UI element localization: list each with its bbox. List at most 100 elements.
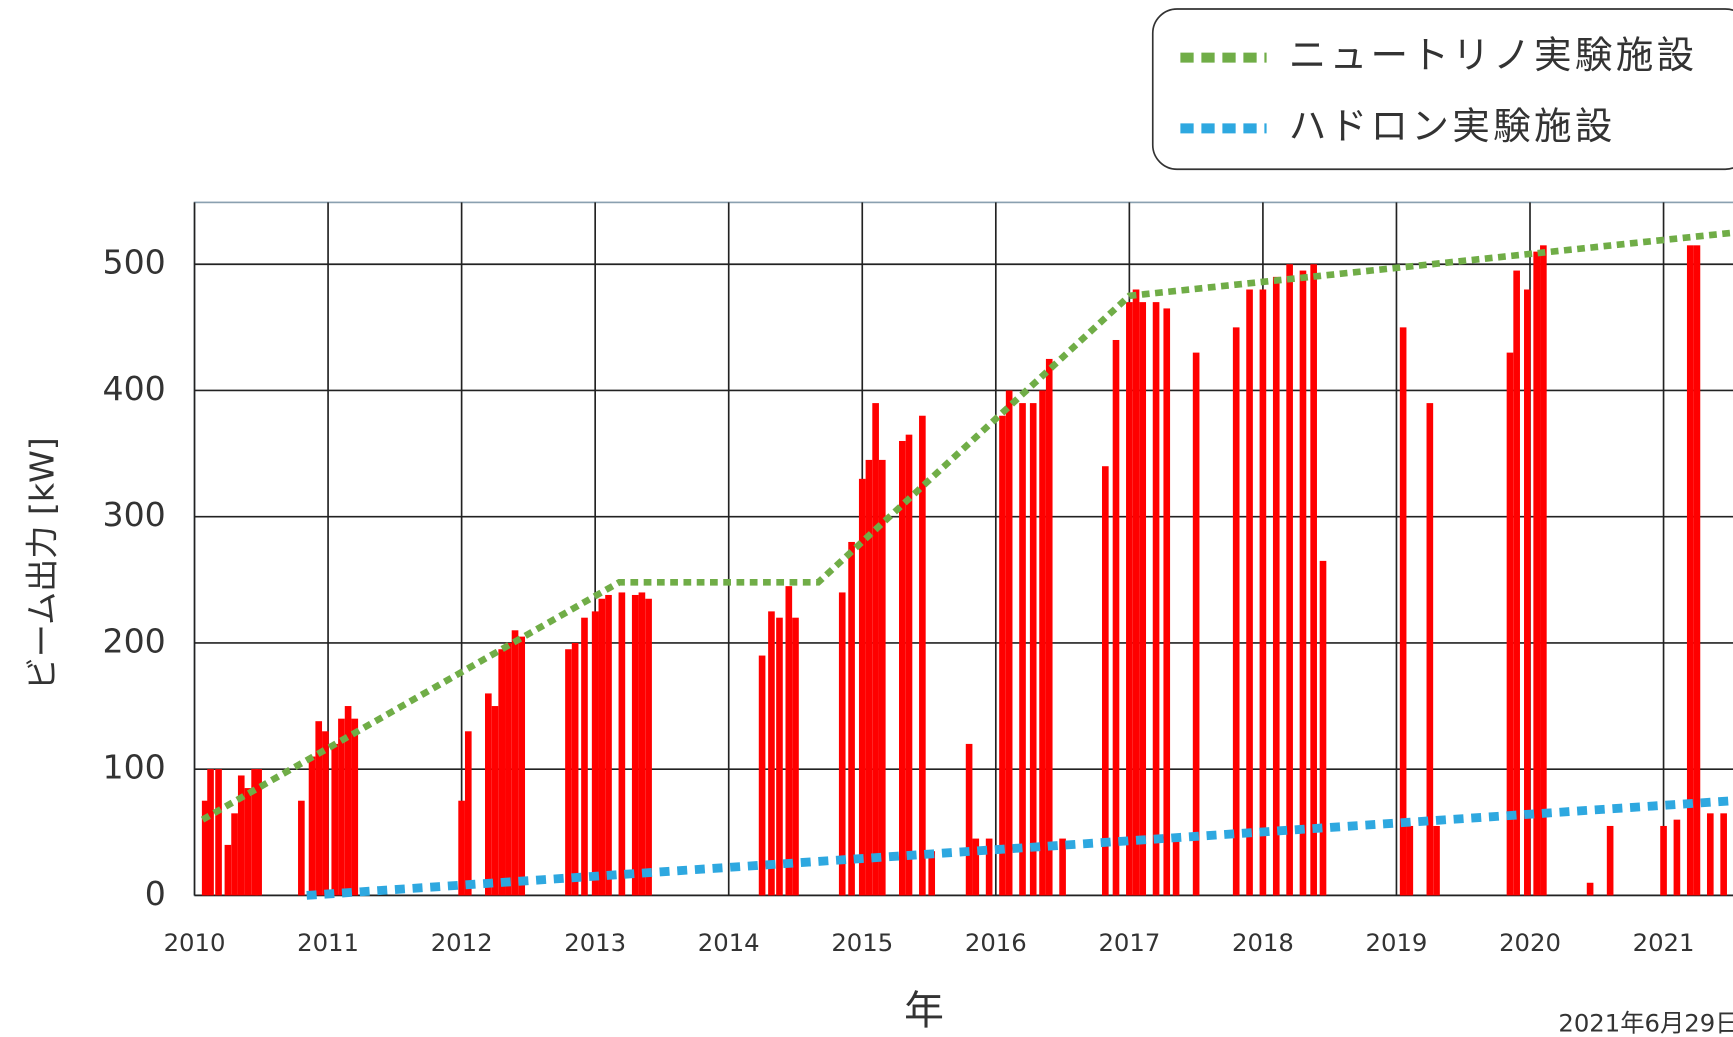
- beam-bar: [838, 592, 846, 896]
- beam-bar: [498, 649, 505, 896]
- beam-bar: [231, 813, 238, 896]
- beam-bar: [215, 769, 222, 896]
- beam-bar: [491, 706, 499, 896]
- beam-bar: [315, 721, 323, 896]
- beam-bar: [298, 800, 305, 896]
- beam-bar: [999, 415, 1006, 896]
- beam-bar: [792, 617, 799, 896]
- beam-bar: [464, 731, 472, 896]
- beam-bar: [255, 769, 262, 896]
- x-tick-label: 2014: [698, 928, 760, 957]
- beam-bar: [322, 731, 329, 896]
- x-tick-label: 2010: [164, 928, 226, 957]
- beam-bar: [338, 718, 345, 896]
- note: 2021年6月29日: [1558, 1009, 1733, 1037]
- legend-label: ニュートリノ実験施設: [1289, 33, 1698, 77]
- beam-bar: [785, 586, 793, 896]
- x-tick-label: 2011: [297, 928, 359, 957]
- beam-bar: [1152, 302, 1160, 896]
- beam-bar: [565, 649, 572, 896]
- beam-bar: [224, 844, 232, 896]
- beam-bar: [758, 655, 766, 896]
- beam-bar: [1533, 251, 1540, 896]
- x-tick-label: 2021: [1633, 928, 1695, 957]
- beam-bar: [331, 743, 339, 896]
- x-tick-label: 2017: [1098, 928, 1160, 957]
- beam-bar: [1246, 289, 1253, 896]
- beam-bar: [1433, 825, 1440, 896]
- beam-bar: [251, 769, 258, 896]
- beam-bar: [1272, 276, 1280, 896]
- beam-bar: [598, 598, 606, 896]
- beam-bar: [1172, 838, 1180, 896]
- beam-bar: [1319, 560, 1327, 896]
- beam-bar: [207, 769, 214, 896]
- beam-bar: [1606, 825, 1614, 896]
- x-tick-label: 2013: [564, 928, 626, 957]
- beam-bar: [201, 800, 209, 896]
- beam-bar: [1524, 289, 1531, 896]
- beam-bar: [1286, 264, 1293, 896]
- plot-area: [193, 201, 1733, 897]
- beam-bar: [1673, 819, 1681, 896]
- y-axis-label: ビーム出力 [kW]: [23, 437, 62, 690]
- beam-bar: [1232, 327, 1240, 896]
- x-tick-label: 2018: [1232, 928, 1294, 957]
- y-tick-label: 500: [103, 243, 166, 282]
- beam-bar: [1045, 358, 1053, 896]
- beam-bar: [581, 617, 588, 896]
- beam-bar: [591, 611, 599, 896]
- beam-bar: [985, 838, 993, 896]
- beam-bar: [928, 851, 936, 896]
- beam-bar: [244, 788, 252, 896]
- beam-bar: [1192, 352, 1200, 896]
- beam-bar: [865, 459, 873, 896]
- beam-bar: [1540, 245, 1547, 896]
- beam-bar: [618, 592, 626, 896]
- beam-bar: [1399, 327, 1407, 896]
- beam-bar: [605, 594, 612, 896]
- x-axis-label: 年: [904, 988, 944, 1034]
- beam-bar: [1059, 838, 1066, 896]
- beam-bar: [1506, 352, 1514, 896]
- beam-bar: [505, 642, 512, 896]
- x-tick-label: 2020: [1499, 928, 1561, 957]
- beam-bar: [485, 693, 492, 896]
- beam-bar: [1139, 302, 1147, 896]
- beam-bar: [1039, 390, 1046, 896]
- y-tick-label: 100: [103, 748, 166, 787]
- beam-bar: [351, 718, 359, 896]
- beam-bar: [905, 434, 913, 896]
- beam-bar: [518, 636, 526, 896]
- beam-bar: [1132, 289, 1140, 896]
- beam-bar: [344, 706, 352, 896]
- x-tick-label: 2016: [965, 928, 1027, 957]
- beam-bar: [511, 630, 519, 896]
- beam-bar: [1586, 882, 1594, 896]
- beam-bar: [878, 459, 886, 896]
- y-tick-label: 400: [103, 369, 166, 408]
- beam-bar: [1259, 289, 1267, 896]
- beam-bar: [1720, 813, 1727, 896]
- y-tick-label: 300: [103, 495, 166, 534]
- beam-bar: [1706, 813, 1714, 896]
- beam-bar: [1310, 264, 1317, 896]
- beam-bar: [1102, 466, 1109, 896]
- beam-bar: [1112, 339, 1120, 896]
- beam-bar: [972, 838, 980, 896]
- beam-bar: [1029, 403, 1037, 896]
- series-line: [200, 229, 1733, 823]
- beam-bar: [899, 440, 906, 896]
- beam-bar: [1513, 270, 1520, 896]
- legend-label: ハドロン実験施設: [1289, 104, 1616, 148]
- x-tick-label: 2019: [1366, 928, 1428, 957]
- beam-bar: [965, 743, 973, 896]
- beam-bar: [631, 594, 639, 896]
- beam-bar: [1126, 302, 1133, 896]
- legend-box: [1151, 8, 1733, 171]
- beam-bars: [201, 245, 1727, 896]
- beam-bar: [1686, 245, 1694, 896]
- beam-bar: [848, 541, 855, 896]
- beam-bar: [571, 642, 579, 896]
